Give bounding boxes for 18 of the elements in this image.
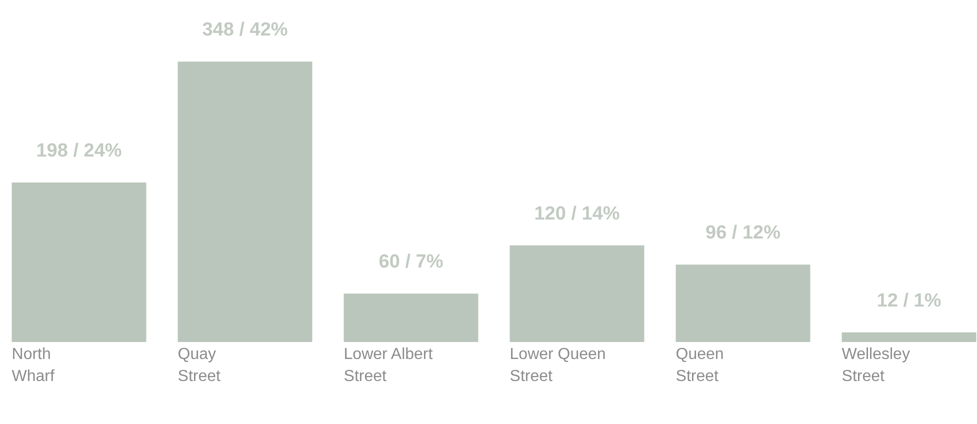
data-label: 198 / 24%: [36, 140, 122, 162]
bar: [178, 62, 312, 342]
data-label: 60 / 7%: [378, 252, 444, 273]
bar: [676, 264, 810, 342]
x-tick-label: Lower Queen Street: [510, 346, 606, 385]
x-tick-label: Queen Street: [676, 346, 724, 385]
x-tick-label: Lower Albert Street: [344, 346, 434, 385]
data-label: 120 / 14%: [534, 203, 620, 224]
bar: [510, 245, 644, 342]
bar: [344, 294, 478, 342]
data-label: 12 / 1%: [876, 290, 942, 312]
bar: [12, 182, 146, 342]
x-tick-label: Quay Street: [178, 346, 222, 385]
bar: [842, 332, 976, 342]
data-label: 96 / 12%: [706, 222, 781, 244]
x-tick-label: North Wharf: [12, 346, 55, 385]
x-tick-label: Wellesley Street: [842, 346, 910, 385]
data-label: 348 / 42%: [202, 20, 288, 41]
